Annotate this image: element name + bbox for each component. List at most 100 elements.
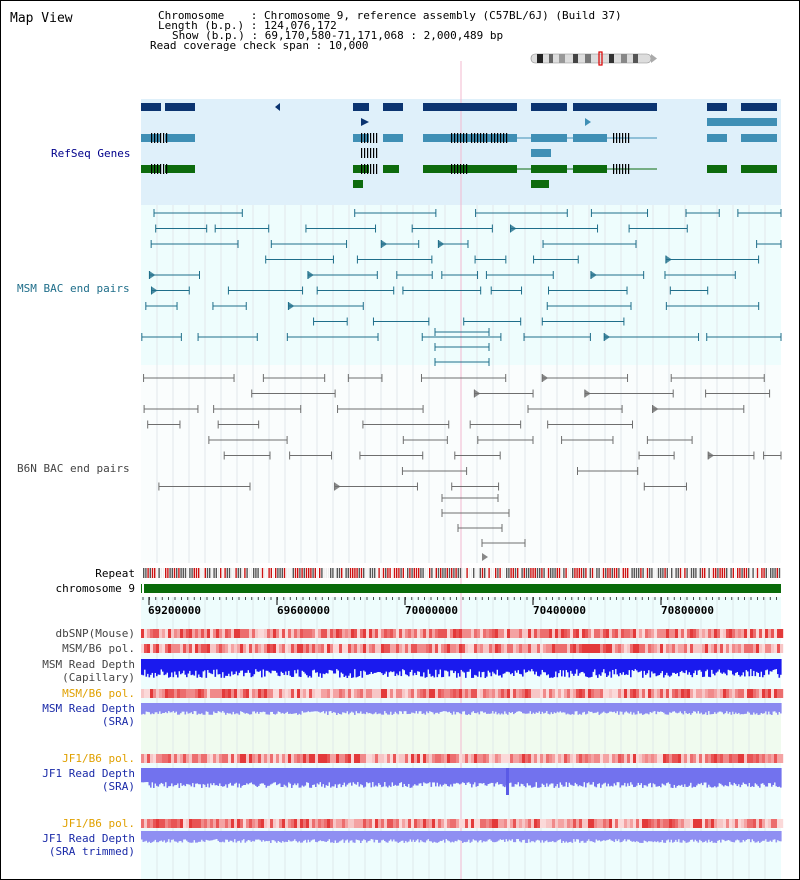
- msm-capillary-depth-bar: [543, 659, 545, 673]
- polymorphism-cell: [720, 689, 724, 698]
- jf1-trim-depth-bar: [687, 831, 689, 843]
- jf1-trim-depth-bar: [442, 831, 445, 840]
- repeat-mark: [369, 568, 371, 578]
- polymorphism-cell: [429, 754, 433, 763]
- polymorphism-cell: [486, 754, 490, 763]
- chromosome-ideogram[interactable]: [529, 51, 659, 67]
- msm-capillary-depth-bar: [538, 659, 541, 677]
- repeat-mark: [259, 568, 261, 578]
- msm-sra-depth-bar: [564, 703, 566, 713]
- jf1-sra-depth-bar: [370, 768, 373, 788]
- polymorphism-cell: [678, 689, 682, 698]
- repeat-mark: [400, 568, 402, 578]
- msm-capillary-depth-bar: [597, 659, 599, 678]
- polymorphism-cell: [690, 629, 694, 638]
- polymorphism-cell: [360, 689, 364, 698]
- msm-sra-depth-bar: [405, 703, 407, 712]
- polymorphism-cell: [543, 754, 547, 763]
- jf1-sra-depth-bar: [303, 768, 305, 787]
- polymorphism-cell: [414, 689, 418, 698]
- polymorphism-cell: [336, 689, 340, 698]
- msm-capillary-depth-bar: [711, 659, 713, 670]
- jf1-trim-depth-bar: [255, 831, 257, 840]
- msm-capillary-depth-bar: [220, 659, 223, 678]
- msm-capillary-depth-bar: [372, 659, 374, 674]
- jf1-trim-depth-bar: [196, 831, 199, 843]
- jf1-sra-depth-bar: [678, 768, 680, 786]
- polymorphism-cell: [231, 754, 235, 763]
- jf1-trim-depth-bar: [637, 831, 640, 842]
- repeat-mark: [772, 568, 774, 578]
- msm-capillary-depth-bar: [418, 659, 421, 672]
- msm-sra-depth-bar: [583, 703, 586, 712]
- repeat-mark: [171, 568, 173, 578]
- jf1-sra-depth-bar: [675, 768, 677, 788]
- msm-capillary-depth-bar: [343, 659, 346, 677]
- repeat-mark: [484, 568, 486, 578]
- msm-capillary-depth-bar: [613, 659, 616, 675]
- repeat-mark: [644, 568, 646, 578]
- refseq-exon-tick: [497, 133, 499, 143]
- repeat-mark: [455, 568, 457, 578]
- polymorphism-cell: [282, 689, 286, 698]
- jf1-trim-depth-bar: [357, 831, 359, 840]
- jf1-trim-depth-bar: [657, 831, 659, 842]
- polymorphism-cell: [453, 819, 457, 828]
- msm-sra-depth-bar: [691, 703, 694, 714]
- polymorphism-cell: [348, 754, 352, 763]
- msm-capillary-depth-bar: [744, 659, 746, 677]
- repeat-mark: [193, 568, 195, 578]
- jf1-sra-depth-bar: [774, 768, 776, 783]
- repeat-mark: [778, 568, 781, 578]
- polymorphism-cell: [417, 819, 421, 828]
- polymorphism-cell: [252, 819, 256, 828]
- jf1-sra-depth-bar: [664, 768, 667, 786]
- polymorphism-cell: [606, 629, 610, 638]
- msm-sra-depth-bar: [178, 703, 181, 715]
- polymorphism-cell: [705, 689, 709, 698]
- msm-capillary-depth-bar: [660, 659, 662, 674]
- jf1-trim-depth-bar: [346, 831, 349, 840]
- jf1-sra-depth-bar: [685, 768, 688, 787]
- polymorphism-cell: [186, 629, 190, 638]
- refseq-exon-tick: [616, 164, 618, 174]
- jf1-sra-depth-bar: [691, 768, 694, 788]
- polymorphism-cell: [189, 644, 193, 653]
- repeat-mark: [578, 568, 580, 578]
- jf1-trim-depth-bar: [325, 831, 328, 843]
- msm-capillary-depth-bar: [763, 659, 766, 676]
- jf1-sra-depth-bar: [246, 768, 248, 784]
- msm-capillary-depth-bar: [238, 659, 241, 673]
- repeat-mark: [530, 568, 532, 578]
- msm-sra-depth-bar: [618, 703, 620, 715]
- polymorphism-cell: [498, 629, 502, 638]
- polymorphism-cell: [243, 754, 247, 763]
- refseq-exon-tick: [622, 133, 624, 143]
- msm-sra-depth-bar: [223, 703, 226, 713]
- polymorphism-cell: [237, 689, 241, 698]
- msm-sra-depth-bar: [244, 703, 247, 714]
- jf1-trim-depth-bar: [720, 831, 722, 843]
- msm-sra-depth-bar: [448, 703, 451, 712]
- msm-sra-depth-bar: [216, 703, 218, 714]
- polymorphism-cell: [366, 689, 370, 698]
- msm-sra-depth-bar: [379, 703, 382, 714]
- polymorphism-cell: [540, 629, 544, 638]
- jf1-sra-depth-bar: [712, 768, 715, 788]
- msm-capillary-depth-bar: [225, 659, 227, 676]
- msm-sra-depth-bar: [388, 703, 391, 715]
- repeat-mark: [424, 568, 426, 578]
- msm-sra-depth-bar: [262, 703, 265, 712]
- polymorphism-cell: [756, 689, 760, 698]
- polymorphism-cell: [669, 689, 673, 698]
- polymorphism-cell: [534, 689, 538, 698]
- polymorphism-cell: [648, 819, 652, 828]
- polymorphism-cell: [429, 644, 433, 653]
- msm-capillary-depth-bar: [486, 659, 488, 677]
- polymorphism-cell: [279, 754, 283, 763]
- polymorphism-cell: [537, 629, 541, 638]
- polymorphism-cell: [327, 689, 331, 698]
- polymorphism-cell: [645, 754, 649, 763]
- msm-sra-depth-bar: [375, 703, 377, 713]
